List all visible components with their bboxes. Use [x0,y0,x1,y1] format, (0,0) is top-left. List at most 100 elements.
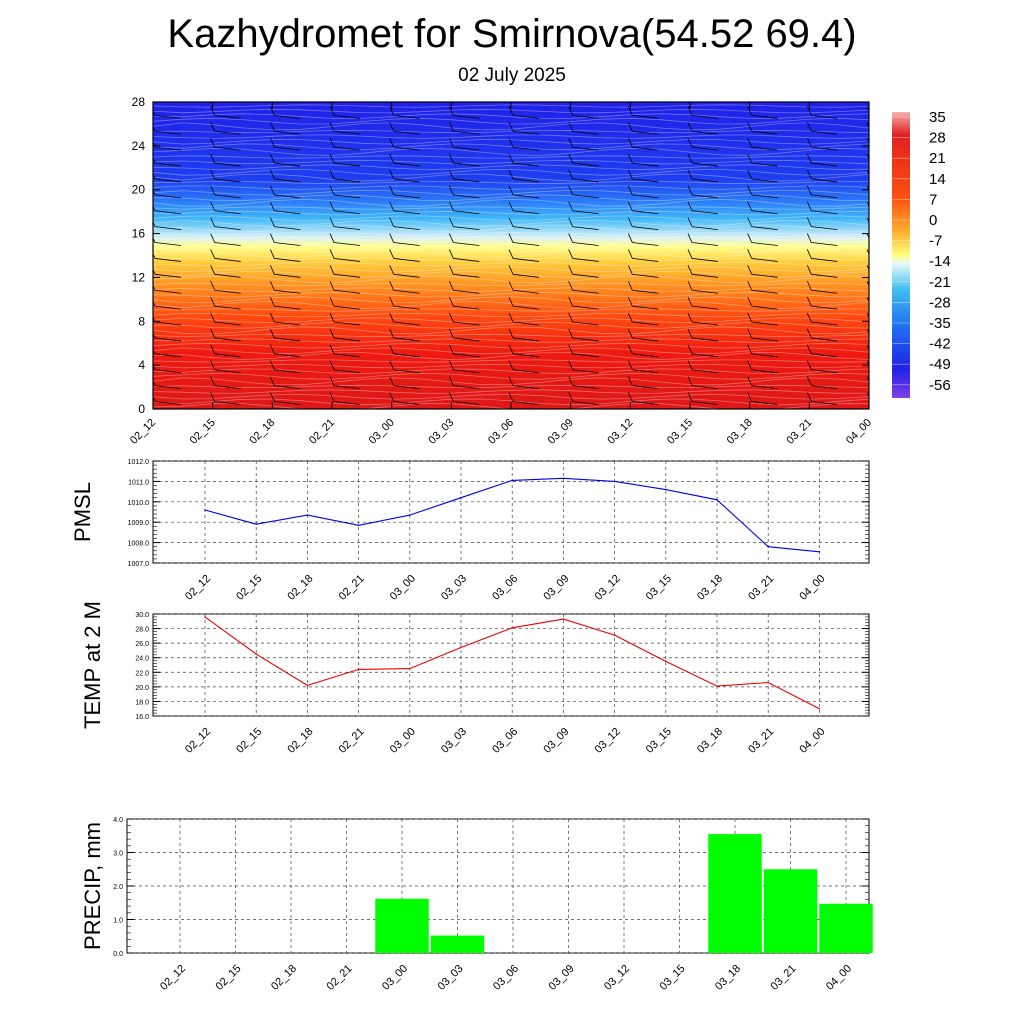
wind-barb [747,328,778,342]
wind-barb-shaft [512,321,540,326]
wind-barb [687,376,719,390]
wind-barb-flag [866,249,869,255]
wind-barb [329,122,361,135]
wind-barb-shaft [333,305,361,310]
wind-barb [329,185,361,199]
y-tick-label: 4.0 [113,817,123,824]
bar [763,869,818,953]
y-tick-label: 28 [132,95,146,109]
wind-barb [153,268,182,278]
wind-barb-flag [448,233,454,243]
y-tick-label: 12 [132,270,146,284]
data-point [255,523,257,526]
wind-barb [269,169,301,183]
wind-barb-shaft [333,321,361,326]
wind-barb-flag [687,153,693,164]
wind-barb-shaft [811,226,838,231]
wind-barb-flag [747,312,753,323]
wind-barb-shaft [393,385,420,390]
wind-barb-flag [687,376,693,386]
wind-barb-flag [389,296,395,307]
wind-barb-flag [627,376,633,386]
wind-barb-shaft [751,242,778,246]
wind-barb-flag [866,296,869,303]
wind-barb-shaft [154,226,182,231]
wind-barb-flag [627,233,633,243]
wind-barb-flag [508,392,514,402]
contour-line [153,198,869,207]
wind-barb [747,296,778,310]
contour-line [153,215,869,222]
wind-barb-flag [568,185,574,196]
bar [375,898,429,953]
wind-barb-shaft [274,369,301,374]
wind-barb-shaft [512,242,540,246]
wind-barb-shaft [393,226,420,231]
wind-barb [508,281,540,294]
wind-barb-flag [210,265,216,275]
wind-barb-flag [627,328,633,339]
x-tick-label: 02_18 [269,963,299,993]
x-tick-label: 03_21 [746,726,776,756]
wind-barb [448,122,480,135]
wind-barb [329,328,361,342]
contour-line [153,194,869,202]
wind-barb-flag [448,265,454,275]
wind-barb [389,265,420,278]
wind-barb [508,201,540,215]
wind-barb-flag [153,205,156,211]
wind-barb [568,106,599,119]
wind-barb [568,360,599,374]
data-point [460,646,462,649]
wind-barb-shaft [512,194,540,199]
wind-barb [389,392,420,405]
wind-barb-shaft [154,337,182,342]
wind-barb-flag [568,201,574,211]
wind-barb-shaft [333,146,361,151]
wind-barb-flag [508,233,514,243]
wind-barb-flag [568,169,574,180]
wind-barb [329,376,361,390]
wind-barb-flag [568,153,574,164]
x-tick-label: 02_15 [188,417,218,447]
wind-barb-shaft [751,385,778,390]
wind-barb-flag [568,137,574,148]
wind-barb-shaft [274,146,301,151]
wind-barb-flag [747,360,753,370]
wind-barb-shaft [393,242,420,246]
wind-barb [269,217,301,231]
wind-barb-flag [269,392,275,402]
wind-barb [269,153,301,167]
wind-barb-flag [329,281,335,291]
wind-barb [627,153,659,167]
cross-section-field [153,102,869,409]
contour-line [153,326,869,335]
wind-barb-flag [448,201,454,211]
wind-barb-shaft [751,289,778,294]
wind-barb-shaft [751,194,778,199]
wind-barb [508,296,540,310]
wind-barb-flag [866,392,869,399]
y-tick-label: 22.0 [135,670,149,677]
wind-barb-shaft [453,210,480,215]
wind-barb-shaft [751,258,778,262]
wind-barb [448,360,480,374]
wind-barb-shaft [393,401,420,405]
wind-barb [747,281,778,294]
wind-barb-flag [269,106,275,116]
wind-barb-flag [806,185,812,196]
wind-barb-shaft [512,130,540,135]
wind-barb-shaft [632,353,659,358]
wind-barb [329,249,361,262]
wind-barb-flag [687,249,693,259]
wind-barb [806,201,838,215]
wind-barb-flag [687,106,693,116]
contour-line [153,159,869,165]
wind-barb-flag [210,169,216,180]
wind-barb [269,344,301,358]
wind-barb-flag [389,137,395,148]
wind-barb [806,249,838,262]
y-tick-label: 20.0 [135,685,149,692]
wind-barb-flag [747,185,753,196]
wind-barb [806,137,838,151]
